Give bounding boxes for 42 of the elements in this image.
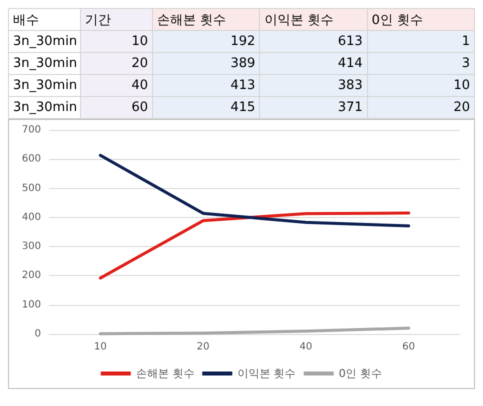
category-label: 기간 <box>80 8 152 30</box>
y-tick-label: 0 <box>34 328 41 340</box>
category-label: 손해본 횟수 <box>152 8 260 30</box>
y-tick-label: 600 <box>22 154 41 165</box>
text: 383 <box>260 74 368 96</box>
y-tick-label: 300 <box>22 241 41 252</box>
text: 414 <box>260 52 368 74</box>
text: 389 <box>152 52 260 74</box>
y-tick-label: 500 <box>22 182 41 194</box>
x-tick-label: 10 <box>94 342 107 352</box>
text: 3n_30min <box>8 52 80 74</box>
text: 1 <box>367 30 474 52</box>
text: 40 <box>80 74 152 96</box>
text: 10 <box>80 30 152 52</box>
y-tick-label: 400 <box>22 212 41 223</box>
text: 3n_30min <box>8 30 80 52</box>
text: 415 <box>152 96 260 118</box>
text: 60 <box>80 96 152 118</box>
category-label: 이익본 횟수 <box>260 8 368 30</box>
line-series <box>98 212 410 280</box>
x-tick-label: 20 <box>196 342 210 352</box>
text: 3 <box>367 52 474 74</box>
text: 3n_30min <box>8 96 80 118</box>
text: 10 <box>367 74 474 96</box>
x-tick-label: 40 <box>300 342 312 352</box>
text: 3n_30min <box>8 74 80 96</box>
text: 20 <box>367 96 474 118</box>
text: 613 <box>260 30 368 52</box>
x-tick-label: 60 <box>402 342 415 352</box>
legend-label: 이익본 횟수 <box>237 367 296 380</box>
text: 20 <box>80 52 152 74</box>
y-tick-label: 700 <box>22 124 41 136</box>
legend-label: 0인 횟수 <box>338 367 382 380</box>
y-tick-label: 100 <box>22 299 41 310</box>
text: 413 <box>152 74 260 96</box>
legend-label: 손해본 횟수 <box>136 367 194 380</box>
line-series <box>98 154 410 228</box>
text: 192 <box>152 30 260 52</box>
category-label: 배수 <box>8 8 80 30</box>
text: 371 <box>260 96 368 118</box>
category-label: 0인 횟수 <box>367 8 474 30</box>
y-tick-label: 200 <box>22 270 41 282</box>
